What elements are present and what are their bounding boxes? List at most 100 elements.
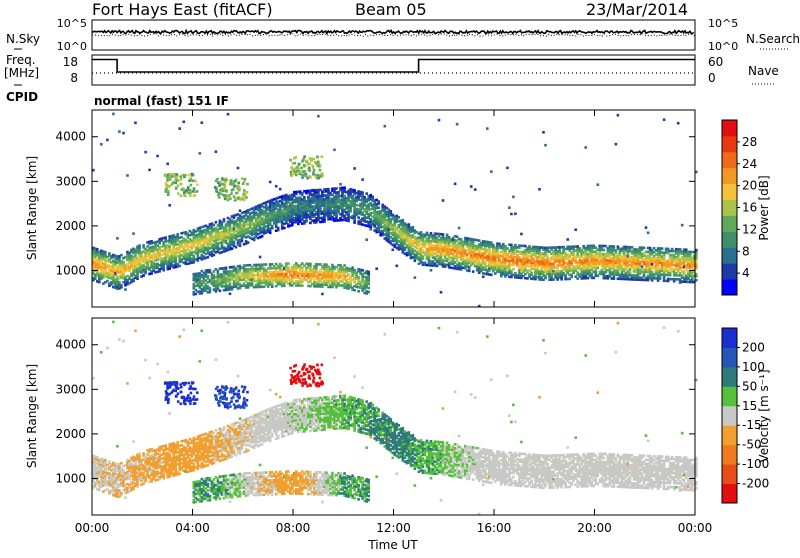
power-cell [490,170,493,173]
power-cell [144,151,147,154]
power-cell [166,163,169,166]
power-cell [261,235,264,238]
power-cell [343,186,346,189]
power-cell [269,181,272,184]
power-cell [189,194,192,197]
power-cell [384,125,387,128]
power-cell [645,226,648,229]
power-cell [207,256,210,259]
power-cell [661,247,664,250]
nave-tick-high: 60 [708,55,723,69]
power-cell [603,249,606,252]
power-cell [508,206,511,209]
power-cell [183,194,186,197]
power-cell [327,188,330,191]
power-cell [361,269,364,272]
power-cell [396,265,399,268]
power-cell [213,224,216,227]
power-cell [175,177,178,180]
n-sky-tick-high: 10^5 [57,17,87,30]
power-cell [367,271,370,274]
power-cell [166,179,169,182]
power-cell [597,183,600,186]
nave-tick-low: 0 [708,71,716,85]
power-cell [195,293,198,296]
power-cell [191,174,194,177]
power-cell [271,225,274,228]
power-cell [189,189,192,192]
power-cell [613,245,616,248]
power-cell [174,182,177,185]
n-search-trace [92,34,695,36]
power-cell [120,284,123,287]
power-cell [259,256,262,259]
power-cell [177,184,180,187]
power-cell [167,192,170,195]
power-cell [196,183,199,186]
power-cell [177,192,180,195]
power-cell [377,206,380,209]
power-cell [542,131,545,134]
power-cell [470,185,473,188]
power-cell [108,252,111,255]
power-cell [122,132,125,135]
power-cell [460,238,463,241]
power-cell [172,173,175,176]
power-cell [201,121,204,124]
power-cell [301,284,304,287]
power-cell [194,194,197,197]
power-cell [584,146,587,149]
power-cell [231,247,234,250]
power-cell [126,174,129,177]
n-search-label: N.Search [746,32,800,46]
n-sky-tick-low: 10^0 [57,40,87,53]
power-cell [225,267,228,270]
power-cell [677,122,680,125]
power-cell [183,174,186,177]
power-cell [361,191,364,194]
power-cell [190,179,193,182]
power-cell [392,249,395,252]
power-cell [142,274,145,277]
power-cell [301,194,304,197]
power-cell [343,264,346,267]
power-cell [357,290,360,293]
power-cell [412,226,415,229]
power-cell [615,143,618,146]
power-cell [343,195,346,198]
power-cell [538,188,541,191]
power-cell [446,234,449,237]
power-cell [402,219,405,222]
power-cell [339,183,342,186]
power-cell [277,227,280,230]
power-cell [617,114,620,117]
freq-trace [92,60,695,73]
power-cell [357,216,360,219]
power-cell [566,238,569,241]
power-cell [353,189,356,192]
power-cell [335,187,338,190]
power-cell [188,192,191,195]
power-cell [122,261,125,264]
power-cell [363,196,366,199]
freq-label-line2: [MHz] [4,66,39,80]
power-cell [456,235,459,238]
noise-panel: N.Sky 10^5 10^0 10^5 10^0 N.Search [6,17,800,53]
power-cell [472,270,475,273]
power-cell [369,228,372,231]
power-cell [474,188,477,191]
power-cell [492,244,495,247]
n-search-tick-high: 10^5 [708,17,738,30]
power-cell [454,183,457,186]
power-cell [365,192,368,195]
power-cell [120,254,123,257]
power-cell [215,150,218,153]
power-cell [199,152,202,155]
power-cell [118,281,121,284]
power-cell [357,276,360,279]
power-cell [219,290,222,293]
power-cell [283,227,286,230]
power-cell [275,185,278,188]
